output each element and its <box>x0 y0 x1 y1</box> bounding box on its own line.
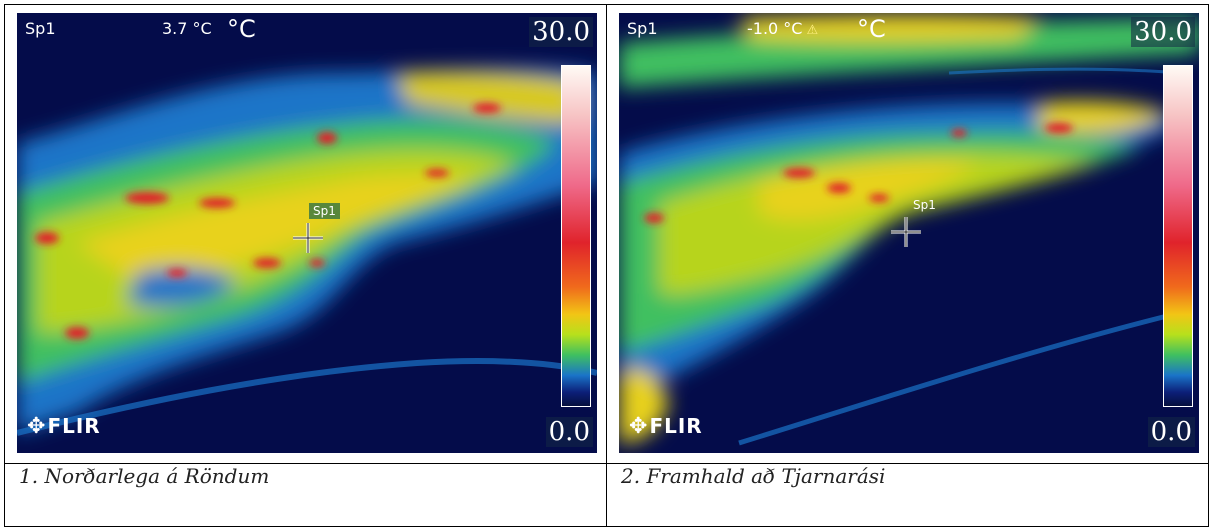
flir-logo: ✥FLIR <box>629 414 703 439</box>
spot-label: Sp1 <box>627 19 658 38</box>
spot-value-text: -1.0 °C <box>747 19 803 38</box>
thermal-image-1: Sp1 3.7 °C °C 30.0 0.0 Sp1 ✥FLIR <box>17 13 597 453</box>
spot-label: Sp1 <box>25 19 56 38</box>
image-cell-2: Sp1 -1.0 °C ⚠ °C 30.0 0.0 Sp1 ✥FLIR <box>606 4 1209 464</box>
spot-value: 3.7 °C <box>162 19 212 38</box>
flir-logo-icon: ✥ <box>27 414 47 439</box>
thermal-image-2: Sp1 -1.0 °C ⚠ °C 30.0 0.0 Sp1 ✥FLIR <box>619 13 1199 453</box>
flir-logo-text: FLIR <box>649 414 703 438</box>
temperature-scale-bar <box>561 65 591 407</box>
temperature-scale-bar <box>1163 65 1193 407</box>
scale-min-value: 0.0 <box>545 417 593 447</box>
crosshair-icon <box>293 223 323 253</box>
spot-tag: Sp1 <box>913 198 936 212</box>
temperature-unit: °C <box>857 15 886 43</box>
spot-value: -1.0 °C ⚠ <box>747 19 818 38</box>
image-table: Sp1 3.7 °C °C 30.0 0.0 Sp1 ✥FLIR <box>4 4 1209 527</box>
temperature-unit: °C <box>227 15 256 43</box>
flir-logo-icon: ✥ <box>629 414 649 439</box>
caption-1: 1. Norðarlega á Röndum <box>19 464 270 488</box>
warning-icon: ⚠ <box>806 23 819 38</box>
crosshair-icon <box>891 217 921 247</box>
scale-max-value: 30.0 <box>1131 17 1195 47</box>
scale-min-value: 0.0 <box>1147 417 1195 447</box>
image-cell-1: Sp1 3.7 °C °C 30.0 0.0 Sp1 ✥FLIR <box>4 4 607 464</box>
spot-tag: Sp1 <box>309 203 340 219</box>
flir-logo-text: FLIR <box>47 414 101 438</box>
scale-max-value: 30.0 <box>529 17 593 47</box>
caption-cell-1: 1. Norðarlega á Röndum <box>4 463 607 527</box>
caption-2: 2. Framhald að Tjarnarási <box>621 464 886 488</box>
flir-logo: ✥FLIR <box>27 414 101 439</box>
caption-cell-2: 2. Framhald að Tjarnarási <box>606 463 1209 527</box>
